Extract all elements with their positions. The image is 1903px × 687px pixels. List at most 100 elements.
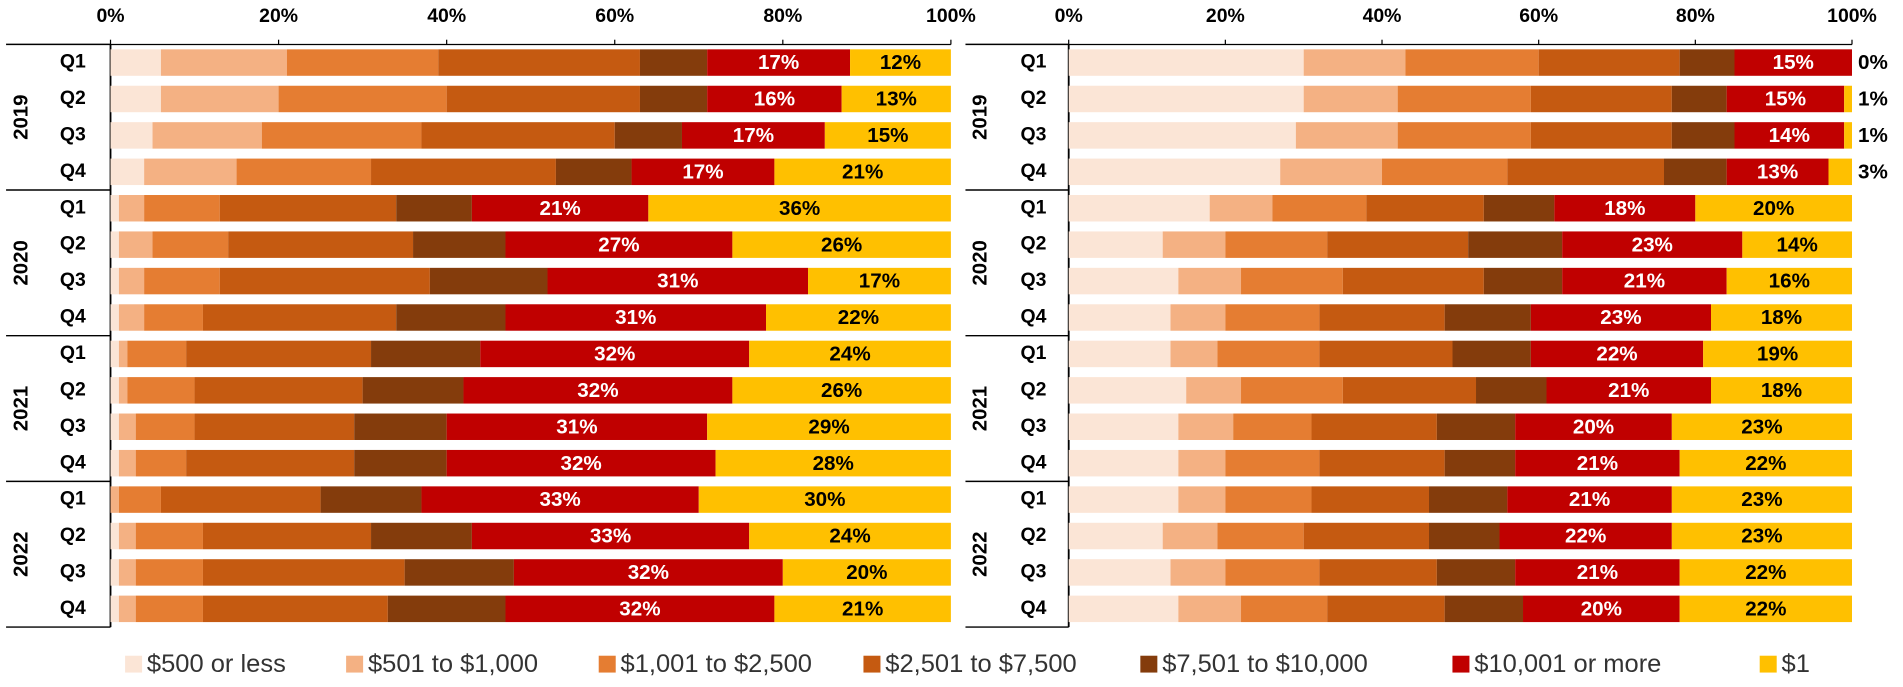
data-label: 21% xyxy=(1569,488,1610,511)
bar-segment xyxy=(1068,595,1179,623)
bar-segment xyxy=(354,449,447,477)
category-label: Q3 xyxy=(60,269,86,291)
bar-segment xyxy=(152,231,229,258)
data-label: 3% xyxy=(1858,161,1888,184)
bar-segment xyxy=(127,340,187,368)
bar-segment xyxy=(480,340,750,368)
bar-segment xyxy=(782,559,951,586)
category-label: Q4 xyxy=(60,306,86,328)
bar-segment xyxy=(1311,413,1437,440)
bar-segment xyxy=(1225,304,1320,331)
data-label: 12% xyxy=(880,51,921,74)
legend-swatch xyxy=(346,655,364,673)
bar-segment xyxy=(732,377,951,404)
bar-segment xyxy=(1734,49,1852,76)
bar-segment xyxy=(1515,449,1680,477)
bar-segment xyxy=(631,158,775,186)
legend-swatch xyxy=(863,655,881,673)
bar-segment xyxy=(127,377,195,404)
bar-segment xyxy=(1295,122,1398,149)
category-label: Q4 xyxy=(1021,306,1047,328)
data-label: 13% xyxy=(1757,161,1798,184)
bar-segment xyxy=(202,595,388,623)
data-label: 23% xyxy=(1741,525,1782,548)
bar-segment xyxy=(1436,413,1516,440)
bar-segment xyxy=(1444,595,1524,623)
bar-segment xyxy=(1671,413,1852,440)
bar-segment xyxy=(421,486,699,513)
category-label: Q2 xyxy=(1021,379,1047,401)
bar-segment xyxy=(135,449,187,477)
bar-segment xyxy=(1538,49,1680,76)
data-label: 17% xyxy=(682,161,723,184)
x-tick-label: 60% xyxy=(595,5,634,27)
bar-segment xyxy=(698,486,951,513)
category-label: Q4 xyxy=(60,451,86,473)
bar-segment xyxy=(1068,231,1163,258)
bar-segment xyxy=(118,304,145,331)
bar-segment xyxy=(396,304,506,331)
bar-segment xyxy=(118,413,136,440)
bar-segment xyxy=(1530,304,1711,331)
bar-segment xyxy=(732,231,951,258)
bar-segment xyxy=(286,49,439,76)
bar-segment xyxy=(135,595,203,623)
data-label: 28% xyxy=(813,452,854,475)
data-label: 21% xyxy=(842,598,883,621)
category-label: Q3 xyxy=(1021,269,1047,291)
bar-segment xyxy=(144,158,237,186)
data-label: 22% xyxy=(1745,561,1786,584)
category-label: Q3 xyxy=(1021,415,1047,437)
bar-segment xyxy=(1225,449,1320,477)
legend-label: $7,501 to $10,000 xyxy=(1162,650,1368,678)
bar-segment xyxy=(1068,449,1179,477)
bar-segment xyxy=(1225,486,1312,513)
data-label: 18% xyxy=(1761,379,1802,402)
bar-segment xyxy=(135,559,203,586)
bar-segment xyxy=(1530,122,1672,149)
bar-segment xyxy=(681,122,825,149)
bar-segment xyxy=(194,413,355,440)
bar-segment xyxy=(1241,595,1328,623)
bar-segment xyxy=(396,195,472,222)
bar-segment xyxy=(160,486,321,513)
bar-segment xyxy=(1507,158,1665,186)
bar-segment xyxy=(1068,304,1171,331)
data-label: 23% xyxy=(1632,233,1673,256)
bar-segment xyxy=(774,595,951,623)
bar-segment xyxy=(1068,522,1163,550)
bar-segment xyxy=(110,486,119,513)
bar-segment xyxy=(639,49,708,76)
data-label: 15% xyxy=(1773,51,1814,74)
bar-segment xyxy=(1523,595,1680,623)
bar-segment xyxy=(1319,449,1445,477)
bar-segment xyxy=(202,522,372,550)
bar-segment xyxy=(110,413,119,440)
bar-segment xyxy=(1679,49,1735,76)
bar-segment xyxy=(1710,304,1852,331)
bar-segment xyxy=(1311,486,1430,513)
category-label: Q4 xyxy=(1021,451,1047,473)
bar-segment xyxy=(555,158,632,186)
category-label: Q2 xyxy=(60,87,86,109)
data-label: 32% xyxy=(619,598,660,621)
bar-segment xyxy=(1366,195,1484,222)
x-tick-label: 60% xyxy=(1519,5,1558,27)
data-label: 31% xyxy=(556,415,597,438)
data-label: 24% xyxy=(829,343,870,366)
bar-segment xyxy=(1695,195,1852,222)
bar-segment xyxy=(505,231,733,258)
data-label: 15% xyxy=(867,124,908,147)
x-tick-label: 100% xyxy=(926,5,976,27)
legend-label: $500 or less xyxy=(147,650,286,678)
x-tick-label: 80% xyxy=(763,5,802,27)
data-label: 14% xyxy=(1777,233,1818,256)
data-label: 23% xyxy=(1741,488,1782,511)
bar-segment xyxy=(118,522,136,550)
bar-segment xyxy=(1405,49,1539,76)
bar-segment xyxy=(1679,559,1852,586)
bar-segment xyxy=(1178,413,1234,440)
bar-segment xyxy=(219,267,430,295)
